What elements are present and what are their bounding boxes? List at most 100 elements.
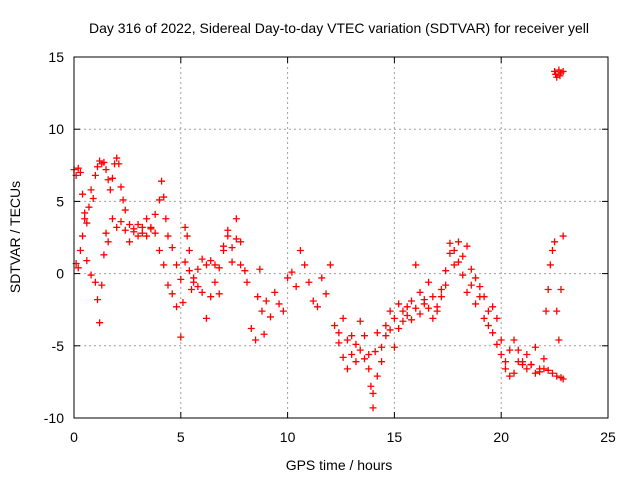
plot-border <box>73 56 609 419</box>
data-point <box>335 329 343 337</box>
data-point <box>81 215 89 223</box>
data-point <box>183 232 191 240</box>
data-point <box>256 265 264 273</box>
data-point <box>93 296 101 304</box>
y-tick-label: 15 <box>48 49 64 65</box>
data-point <box>322 290 330 298</box>
data-point <box>318 274 326 282</box>
data-point <box>527 361 535 369</box>
data-point <box>395 300 403 308</box>
data-point <box>168 290 176 298</box>
data-point <box>559 232 567 240</box>
data-point <box>360 355 368 363</box>
data-point <box>331 322 339 330</box>
data-point <box>514 346 522 354</box>
data-point <box>514 358 522 366</box>
data-point <box>531 343 539 351</box>
data-point <box>147 225 155 233</box>
data-point <box>102 166 110 174</box>
data-point <box>162 215 170 223</box>
data-point <box>489 303 497 311</box>
y-tick-label: 5 <box>56 193 64 209</box>
data-point <box>108 174 116 182</box>
data-point <box>501 365 509 373</box>
data-point <box>369 389 377 397</box>
data-point <box>373 329 381 337</box>
data-point <box>497 336 505 344</box>
axis-ticks: 0 5 10 15 20 25 -10 -5 0 5 10 15 <box>44 49 616 445</box>
data-point <box>559 67 567 75</box>
data-point <box>74 264 82 272</box>
data-point <box>106 186 114 194</box>
data-point <box>284 274 292 282</box>
data-point <box>335 339 343 347</box>
data-point <box>463 288 471 296</box>
data-point <box>279 307 287 315</box>
data-point <box>155 246 163 254</box>
data-point <box>348 350 356 358</box>
data-point <box>267 313 275 321</box>
data-point <box>181 258 189 266</box>
data-point <box>91 171 99 179</box>
data-point <box>83 257 91 265</box>
data-point <box>519 361 527 369</box>
data-point <box>211 278 219 286</box>
data-point <box>168 244 176 252</box>
data-point <box>260 330 268 338</box>
x-tick-label: 15 <box>387 429 403 445</box>
x-tick-label: 10 <box>280 429 296 445</box>
data-point <box>365 350 373 358</box>
data-point <box>369 404 377 412</box>
data-point <box>548 369 556 377</box>
data-point <box>181 223 189 231</box>
data-point <box>232 235 240 243</box>
data-points <box>70 66 567 412</box>
data-point <box>557 285 565 293</box>
data-point <box>262 297 270 305</box>
data-point <box>215 290 223 298</box>
data-point <box>540 365 548 373</box>
data-point <box>472 274 480 282</box>
data-point <box>232 215 240 223</box>
data-point <box>454 258 462 266</box>
data-point <box>275 300 283 308</box>
data-point <box>87 186 95 194</box>
data-point <box>138 229 146 237</box>
data-point <box>160 193 168 201</box>
data-point <box>76 246 84 254</box>
data-point <box>79 190 87 198</box>
data-point <box>130 225 138 233</box>
data-point <box>108 215 116 223</box>
data-point <box>390 343 398 351</box>
data-point <box>544 285 552 293</box>
data-point <box>553 307 561 315</box>
data-point <box>164 232 172 240</box>
data-point <box>100 158 108 166</box>
data-point <box>542 307 550 315</box>
data-point <box>194 283 202 291</box>
data-point <box>420 296 428 304</box>
data-point <box>202 261 210 269</box>
data-point <box>134 221 142 229</box>
data-point <box>177 333 185 341</box>
data-point <box>348 332 356 340</box>
data-point <box>352 340 360 348</box>
data-point <box>117 218 125 226</box>
data-point <box>126 221 134 229</box>
data-point <box>96 319 104 327</box>
data-point <box>100 251 108 259</box>
data-point <box>467 265 475 273</box>
x-tick-label: 25 <box>600 429 616 445</box>
data-point <box>425 304 433 312</box>
y-tick-label: 10 <box>48 121 64 137</box>
data-point <box>187 285 195 293</box>
data-point <box>442 267 450 275</box>
data-point <box>551 238 559 246</box>
x-tick-label: 0 <box>70 429 78 445</box>
data-point <box>194 265 202 273</box>
data-point <box>190 278 198 286</box>
data-point <box>85 203 93 211</box>
data-point <box>104 176 112 184</box>
